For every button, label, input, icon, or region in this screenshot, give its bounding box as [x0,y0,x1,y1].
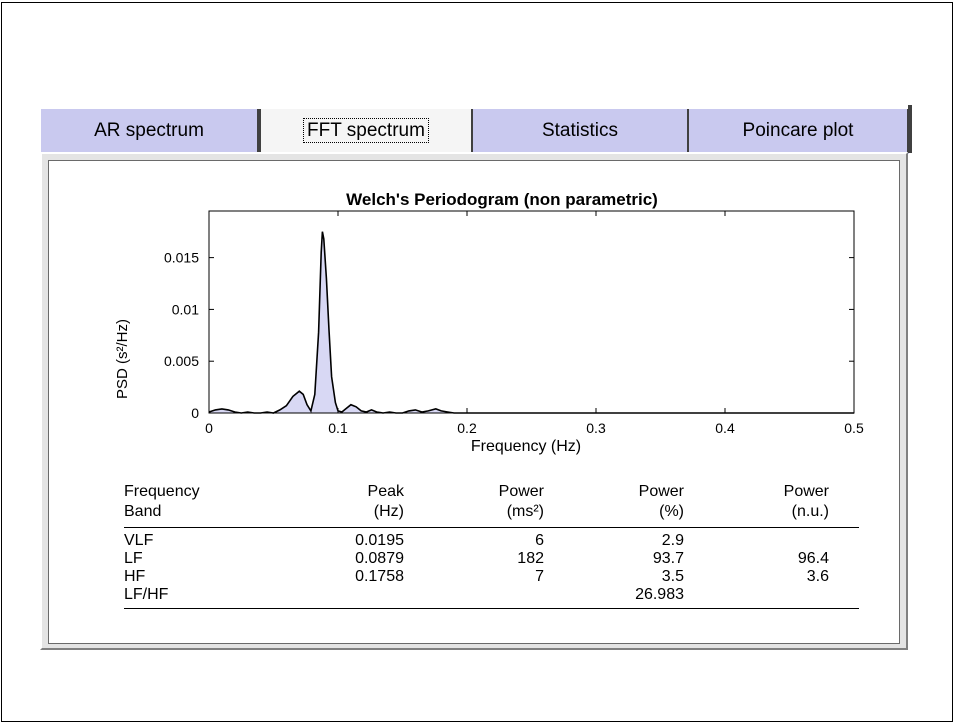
chart-title: Welch's Periodogram (non parametric) [346,190,658,209]
power-ms-cell: 7 [535,568,544,585]
power-nu-cell: 3.6 [806,568,829,585]
x-axis-label: Frequency (Hz) [471,438,581,455]
power-ms-cell: 182 [517,550,544,567]
power-nu-cell [684,532,829,550]
table-header: Frequency Peak Power Power Power Band (H… [124,483,859,528]
tab-statistics[interactable]: Statistics [473,109,689,152]
fft-content: Welch's Periodogram (non parametric) 0 0.… [48,160,900,644]
band-cell: LF [124,550,143,567]
power-nu-cell: 96.4 [797,550,829,567]
x-tick-label: 0.1 [328,420,348,436]
tab-panel: Welch's Periodogram (non parametric) 0 0.… [40,152,908,650]
x-tick-label: 0 [205,420,213,436]
frequency-table: Frequency Peak Power Power Power Band (H… [124,483,859,609]
psd-chart: Welch's Periodogram (non parametric) 0 0.… [114,190,864,455]
tab-bar: AR spectrum FFT spectrum Statistics Poin… [40,108,909,154]
tab-label: Poincare plot [742,120,854,141]
header-peak-line1: Peak [367,483,404,500]
y-tick-label: 0 [191,405,199,421]
tab-label: Statistics [541,120,619,141]
y-tick-label: 0.015 [164,250,199,266]
table-row: LF/HF 26.983 [124,586,859,604]
y-tick-label: 0.01 [172,301,199,317]
peak-cell [274,586,404,604]
power-pct-cell: 93.7 [652,550,684,567]
peak-cell: 0.0879 [355,550,404,567]
x-tick-label: 0.2 [457,420,477,436]
header-power-nu-line2: (n.u.) [791,503,829,520]
band-cell: HF [124,568,146,585]
tab-fft-spectrum[interactable]: FFT spectrum [259,109,473,152]
tab-bar-edge [908,105,912,153]
table-row: LF 0.0879 182 93.7 96.4 [124,550,859,568]
power-nu-cell [684,586,829,604]
header-power-nu-line1: Power [783,483,829,500]
power-ms-cell [404,586,544,604]
psd-area-fill [209,231,854,413]
header-power-pct-line2: (%) [659,503,684,520]
tab-ar-spectrum[interactable]: AR spectrum [41,109,259,152]
header-band-line2: Band [124,503,162,520]
tab-poincare-plot[interactable]: Poincare plot [689,109,909,152]
plot-frame [208,210,855,414]
y-tick-label: 0.005 [164,353,199,369]
header-power-ms-line1: Power [498,483,544,500]
peak-cell: 0.0195 [355,532,404,549]
peak-cell: 0.1758 [355,568,404,585]
header-band-line1: Frequency [124,483,200,500]
table-row: HF 0.1758 7 3.5 3.6 [124,568,859,586]
power-pct-cell: 2.9 [661,532,684,549]
y-axis-label: PSD (s²/Hz) [114,319,131,399]
header-power-ms-line2: (ms²) [506,503,544,520]
band-cell: VLF [124,532,154,549]
tab-label: FFT spectrum [303,118,429,143]
psd-series-line [208,231,854,414]
x-tick-label: 0.4 [715,420,735,436]
x-tick-label: 0.3 [586,420,606,436]
band-cell: LF/HF [124,586,169,603]
tab-label: AR spectrum [94,120,204,141]
x-tick-label: 0.5 [844,420,864,436]
table-bottom-rule [124,608,859,609]
plot-area: 0 0.1 0.2 0.3 0.4 0.5 0 0.005 0.01 0.015 [164,210,864,436]
header-peak-line2: (Hz) [373,503,404,520]
power-pct-cell: 3.5 [661,568,684,585]
table-row: VLF 0.0195 6 2.9 [124,532,859,550]
header-power-pct-line1: Power [638,483,684,500]
power-pct-cell: 26.983 [635,586,684,603]
power-ms-cell: 6 [535,532,544,549]
